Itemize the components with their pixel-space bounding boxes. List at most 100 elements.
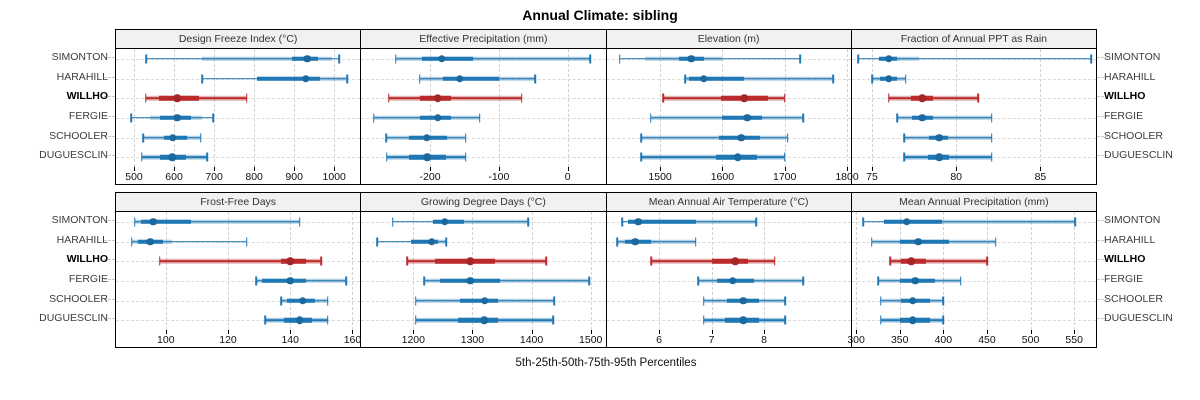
panel-plot-area <box>116 49 361 167</box>
panel-header: Growing Degree Days (°C) <box>361 193 606 212</box>
median-dot <box>466 257 474 265</box>
range-cap-right <box>520 93 523 103</box>
axis-tick-label: 500 <box>125 171 143 183</box>
panel-header: Frost-Free Days <box>116 193 361 212</box>
station-label-simonton: SIMONTON <box>51 213 108 226</box>
row-guide-dash <box>1097 259 1108 261</box>
range-cap-right <box>527 217 529 227</box>
panel-plot-area <box>606 49 851 167</box>
median-dot <box>739 296 747 305</box>
grid-hline <box>116 137 361 139</box>
median-dot <box>728 277 737 285</box>
median-dot <box>303 55 312 63</box>
median-dot <box>699 74 708 83</box>
iqr-bar-25th-75th <box>458 317 498 323</box>
median-dot <box>909 316 917 324</box>
grid-vline <box>764 212 766 330</box>
axis-tick-label: 85 <box>1034 171 1047 183</box>
axis-tick <box>254 167 256 171</box>
range-line-5th-95th <box>134 221 300 223</box>
range-line-5th-95th <box>619 58 801 60</box>
range-cap-right <box>994 237 997 246</box>
station-label-duguesclin: DUGUESCLIN <box>39 312 108 325</box>
grid-vline <box>943 212 945 330</box>
range-cap-right <box>802 113 805 123</box>
row-guide-dash <box>1097 278 1108 280</box>
row-guide-dash <box>104 259 115 261</box>
panel-x-axis: 100 120 140 160 <box>116 330 361 350</box>
range-cap-right <box>545 256 548 266</box>
axis-tick-label: 100 <box>157 334 175 346</box>
range-cap-left <box>649 113 652 123</box>
range-line-5th-95th <box>641 156 785 158</box>
axis-tick-label: 1300 <box>460 334 485 346</box>
range-line-5th-95th <box>685 77 834 80</box>
grid-vline <box>956 49 958 167</box>
range-line-5th-95th <box>131 240 247 243</box>
range-cap-left <box>158 256 161 266</box>
axis-tick-label: 140 <box>281 334 299 346</box>
median-dot <box>455 74 464 83</box>
median-dot <box>480 316 488 324</box>
range-cap-right <box>200 133 202 142</box>
iqr-bar-25th-75th <box>722 115 762 121</box>
range-cap-left <box>385 133 387 142</box>
range-cap-left <box>414 296 417 305</box>
iqr-bar-25th-75th <box>140 219 191 225</box>
axis-tick <box>899 330 901 334</box>
range-cap-left <box>889 256 891 266</box>
median-dot <box>440 218 449 226</box>
range-cap-left <box>650 256 652 266</box>
grid-vline <box>165 212 167 330</box>
iqr-bar-25th-75th <box>262 278 306 284</box>
row-guide-dash <box>1097 56 1108 58</box>
axis-tick <box>871 167 873 171</box>
station-label-harahill: HARAHILL <box>56 233 108 246</box>
range-cap-right <box>802 276 805 286</box>
range-cap-left <box>406 256 409 266</box>
station-label-willho: WILLHO <box>1104 90 1146 103</box>
axis-tick-label: 500 <box>1021 334 1040 346</box>
station-label-willho: WILLHO <box>1104 253 1146 266</box>
panels-top: Design Freeze Index (°C) 500 600 700 800 900 1… <box>115 29 1097 185</box>
median-dot <box>286 277 294 285</box>
range-cap-right <box>320 256 323 266</box>
median-dot <box>687 55 695 63</box>
median-dot <box>481 296 489 305</box>
axis-tick-label: 400 <box>934 334 953 346</box>
panel-mean-annual-air-temperature-c: Mean Annual Air Temperature (°C) 6 7 8 <box>606 192 852 348</box>
range-line-5th-95th <box>617 240 696 243</box>
axis-tick <box>784 167 786 171</box>
chart-title: Annual Climate: sibling <box>522 7 678 23</box>
grid-vline <box>294 49 296 167</box>
range-line-5th-95th <box>641 136 788 139</box>
range-cap-right <box>345 276 348 286</box>
axis-tick-label: 450 <box>978 334 996 346</box>
median-dot <box>423 153 432 161</box>
axis-tick-label: 80 <box>950 171 963 183</box>
panel-plot-area <box>851 49 1096 167</box>
grid-vline <box>174 49 176 167</box>
shade-band <box>884 219 1076 225</box>
median-dot <box>634 218 642 226</box>
station-labels-right-bottom: SIMONTON HARAHILL WILLHO FERGIE SCHOOLER DUGU… <box>1097 192 1200 348</box>
range-cap-left <box>130 237 133 246</box>
grid-hline <box>361 117 606 119</box>
axis-tick <box>290 330 292 334</box>
range-cap-left <box>877 276 879 286</box>
range-cap-right <box>326 296 329 305</box>
station-label-harahill: HARAHILL <box>56 70 108 83</box>
station-label-duguesclin: DUGUESCLIN <box>39 149 108 162</box>
range-cap-right <box>206 152 209 162</box>
median-dot <box>739 316 747 324</box>
range-cap-right <box>773 256 776 266</box>
grid-vline <box>413 212 415 330</box>
range-line-5th-95th <box>890 260 987 262</box>
axis-tick <box>856 330 858 334</box>
row-guide-dash <box>104 56 115 58</box>
grid-vline <box>711 212 713 330</box>
axis-tick-label: 120 <box>219 334 237 346</box>
axis-tick <box>228 330 229 334</box>
iqr-bar-25th-75th <box>884 219 943 225</box>
grid-hline <box>116 157 361 159</box>
